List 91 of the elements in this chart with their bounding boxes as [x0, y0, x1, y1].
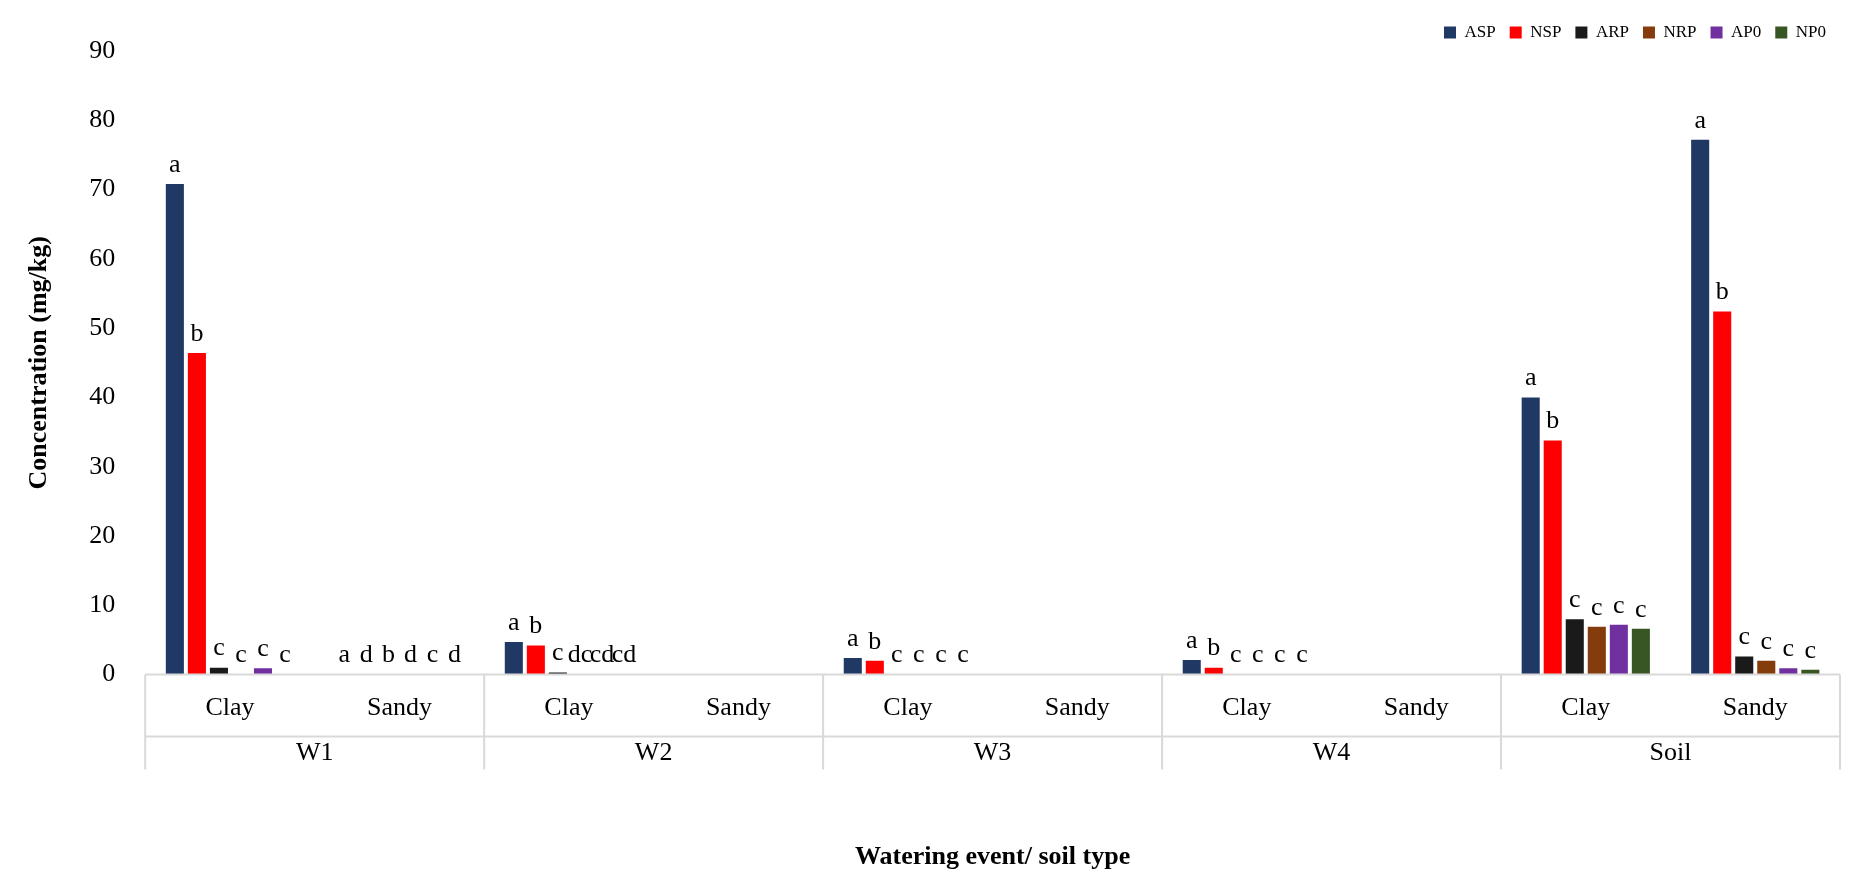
- bar: [1521, 397, 1540, 675]
- data-label: c: [891, 638, 903, 668]
- y-tick-label: 40: [89, 381, 116, 411]
- x-tick-label: Sandy: [366, 692, 432, 722]
- x-tick-label: Clay: [883, 692, 933, 722]
- y-tick-label: 30: [89, 450, 116, 480]
- data-label: b: [1715, 276, 1729, 306]
- text: W2: [634, 737, 673, 767]
- bar: [253, 668, 273, 675]
- data-label: a: [1185, 624, 1198, 654]
- legend-label: ARP: [1595, 21, 1629, 41]
- legend-label: NRP: [1663, 21, 1697, 41]
- bar: [1779, 668, 1798, 675]
- x-tick-label: Sandy: [1044, 692, 1110, 722]
- data-label: c: [1782, 633, 1795, 663]
- y-tick-label: 80: [89, 104, 116, 134]
- y-tick-label: 50: [89, 311, 116, 341]
- data-label: c: [913, 638, 925, 668]
- x-tick-label: Sandy: [1722, 692, 1788, 722]
- bar: [526, 645, 545, 675]
- data-label: b: [529, 610, 543, 640]
- data-label: c: [235, 638, 247, 668]
- data-label: b: [190, 317, 204, 347]
- y-tick-label: 10: [89, 589, 116, 619]
- data-label: c: [1613, 589, 1625, 619]
- data-label: c: [279, 638, 291, 668]
- data-label: a: [847, 622, 860, 652]
- bar: [1735, 656, 1754, 675]
- y-tick-label: 70: [89, 173, 116, 203]
- data-label: c: [1296, 638, 1308, 668]
- y-tick-label: 20: [89, 519, 116, 549]
- data-label: c: [1738, 621, 1751, 651]
- text: Soil: [1649, 737, 1692, 767]
- data-label: c: [552, 637, 564, 667]
- data-label: c: [213, 632, 225, 662]
- y-tick-label: 0: [102, 658, 116, 688]
- bar: [187, 353, 206, 675]
- x-tick-label: Clay: [1222, 692, 1272, 722]
- bar: [843, 657, 862, 675]
- data-label: c: [1635, 593, 1647, 623]
- data-label: a: [1524, 362, 1537, 392]
- legend-label: AP0: [1731, 21, 1762, 41]
- x-axis-title: Watering event/ soil type: [855, 841, 1131, 871]
- x-tick-label: Sandy: [705, 692, 771, 722]
- x-tick-label: Clay: [1561, 692, 1611, 722]
- bar: [1691, 139, 1710, 675]
- data-label: c: [1591, 591, 1603, 621]
- data-label: c: [957, 638, 969, 668]
- bar: [1543, 440, 1562, 675]
- bar: [1757, 660, 1776, 675]
- data-label: a: [338, 638, 351, 668]
- legend-label: NSP: [1530, 21, 1562, 41]
- data-label: b: [1207, 632, 1221, 662]
- data-label: d: [403, 638, 417, 668]
- data-label: c: [1230, 638, 1242, 668]
- data-label: c: [1804, 634, 1817, 664]
- bar: [165, 184, 184, 675]
- x-tick-label: Sandy: [1383, 692, 1449, 722]
- text: W4: [1312, 737, 1351, 767]
- y-tick-label: 90: [89, 34, 116, 64]
- bar: [1609, 624, 1628, 675]
- bar: [865, 660, 884, 675]
- data-label: c: [257, 633, 269, 663]
- data-label: c: [1274, 638, 1286, 668]
- data-label: a: [1694, 104, 1707, 134]
- y-tick-label: 60: [89, 242, 116, 272]
- data-label: b: [868, 625, 882, 655]
- y-axis-title: Concentration (mg/kg): [23, 236, 53, 490]
- data-label: b: [381, 638, 395, 668]
- bar: [1587, 626, 1606, 675]
- x-tick-label: Clay: [544, 692, 594, 722]
- bar: [1565, 619, 1584, 675]
- data-label: d: [448, 638, 461, 668]
- data-label: a: [169, 148, 182, 178]
- data-label: b: [1546, 405, 1560, 435]
- data-label: c: [1568, 584, 1581, 613]
- legend-label: ASP: [1464, 21, 1496, 41]
- x-tick-label: Clay: [205, 692, 255, 722]
- text: W1: [295, 737, 334, 767]
- bar: [504, 642, 523, 675]
- data-label: d: [359, 638, 373, 668]
- data-label: c: [426, 638, 439, 668]
- legend-label: NP0: [1795, 21, 1826, 41]
- data-label: a: [508, 606, 521, 636]
- data-label: c: [1760, 625, 1773, 655]
- bar: [1182, 660, 1201, 675]
- data-label: c: [1252, 638, 1264, 668]
- data-label: c: [935, 638, 947, 668]
- text: W3: [973, 737, 1012, 767]
- bar: [1713, 311, 1732, 675]
- bar: [1631, 628, 1650, 675]
